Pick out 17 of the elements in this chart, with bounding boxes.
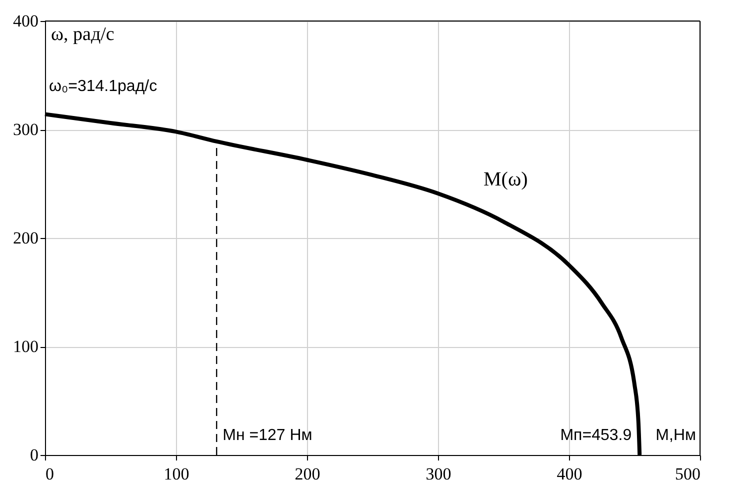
annotation: Mп=453.9 (560, 427, 632, 444)
y-tick-label: 0 (30, 446, 38, 464)
annotation: Mн =127 Нм (222, 427, 312, 444)
series-label: M(ω) (484, 168, 528, 191)
x-tick-label: 200 (294, 464, 320, 484)
annotation: ω₀=314.1рад/с (49, 78, 158, 96)
y-tick-label: 200 (13, 228, 38, 248)
y-tick-label: 300 (13, 120, 38, 139)
x-tick-label: 400 (556, 464, 582, 484)
y-tick-label: 400 (13, 12, 38, 30)
x-tick-label: 300 (426, 464, 452, 484)
y-tick-label: 100 (13, 337, 38, 356)
x-tick-label: 0 (46, 464, 54, 484)
x-tick-label: 100 (164, 464, 190, 484)
y-axis-title: ω, рад/с (51, 24, 114, 45)
x-tick-label: 500 (675, 464, 700, 484)
x-axis-title: M,Нм (656, 427, 696, 444)
